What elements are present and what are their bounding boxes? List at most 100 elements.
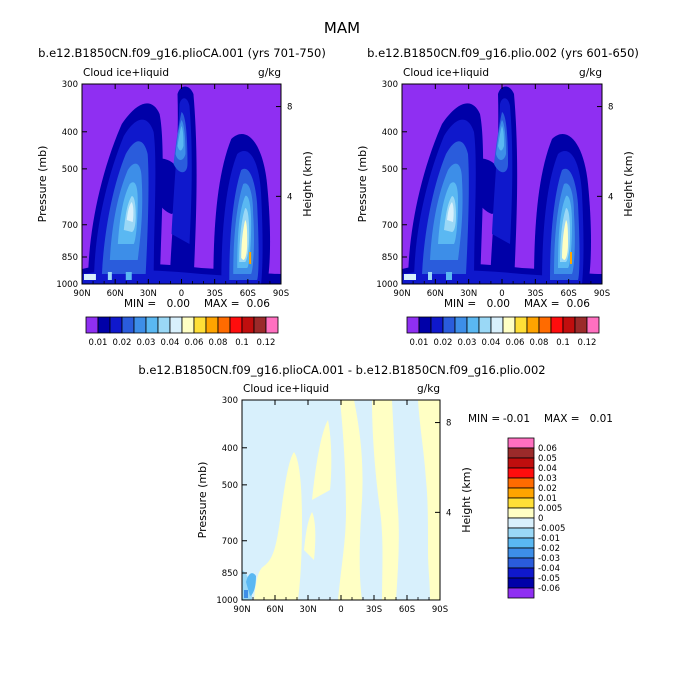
- panel-b-x-tick-label: 30S: [527, 289, 543, 299]
- panel-c-colorbar-label: 0.05: [538, 454, 557, 464]
- panel-a-colorbar-label: 0.01: [89, 338, 108, 348]
- panel-c-colorbar-swatch: [507, 527, 535, 539]
- panel-a-y2label: Height (km): [301, 151, 314, 217]
- panel-c-min-value: -0.01: [503, 413, 530, 425]
- panel-b-field: [402, 84, 602, 284]
- panel-a-colorbar-label: 0.1: [235, 338, 249, 348]
- panel-b-colorbar-swatch: [562, 316, 576, 334]
- panel-a-field: [82, 84, 281, 284]
- panel-b-max-value: 0.06: [567, 298, 591, 310]
- panel-c-colorbar-label: 0.01: [538, 494, 557, 504]
- panel-c-colorbar-label: -0.05: [538, 574, 560, 584]
- panel-b-x-tick-label: 90S: [594, 289, 610, 299]
- panel-c-x-tick-label: 60N: [266, 605, 283, 615]
- panel-c-colorbar-label: 0.06: [538, 444, 557, 454]
- panel-a-y2-tick-label: 4: [287, 192, 292, 202]
- panel-b-min-label: MIN =: [444, 298, 476, 310]
- panel-c-colorbar-swatch: [507, 457, 535, 469]
- panel-c-colorbar-swatch: [507, 577, 535, 589]
- panel-b-y2-tick-label: 4: [608, 192, 613, 202]
- panel-c-colorbar-swatch: [507, 547, 535, 559]
- panel-a-x-tick-label: 90N: [73, 289, 90, 299]
- panel-c-y2-tick-label: 4: [446, 508, 451, 518]
- panel-b-y-tick-label: 1000: [376, 280, 398, 290]
- panel-a-colorbar-swatch: [145, 316, 159, 334]
- panel-a-colorbar-swatch: [169, 316, 183, 334]
- panel-c-colorbar: 0.060.050.040.030.020.010.0050-0.005-0.0…: [507, 437, 565, 599]
- panel-b: b.e12.B1850CN.f09_g16.plio.002 (yrs 601-…: [356, 46, 639, 299]
- panel-a-colorbar-label: 0.08: [209, 338, 228, 348]
- panel-b-y2label: Height (km): [622, 151, 635, 217]
- panel-c-colorbar-swatch: [507, 587, 535, 599]
- panel-a-max-label: MAX =: [204, 298, 240, 310]
- panel-c-colorbar-swatch: [507, 437, 535, 449]
- panel-a-y-tick-label: 300: [62, 80, 78, 90]
- panel-b-x-tick-label: 30N: [460, 289, 477, 299]
- panel-a-colorbar: 0.01 0.02 0.03 0.04 0.06 0.08 0.1 0.12: [85, 316, 279, 348]
- panel-c-colorbar-label: -0.06: [538, 584, 560, 594]
- panel-a-colorbar-swatch: [193, 316, 207, 334]
- panel-a-min-label: MIN =: [124, 298, 156, 310]
- panel-a-x-tick-label: 60N: [107, 289, 124, 299]
- panel-a-x-tick-label: 30S: [207, 289, 223, 299]
- panel-c-x-tick-label: 0: [338, 605, 343, 615]
- panel-a-y-tick-label: 850: [62, 253, 78, 263]
- panel-c-x-tick-label: 30S: [366, 605, 382, 615]
- panel-b-x-tick-label: 90N: [393, 289, 410, 299]
- panel-b-colorbar-swatch: [454, 316, 468, 334]
- panel-c: b.e12.B1850CN.f09_g16.plioCA.001 - b.e12…: [138, 363, 613, 615]
- panel-a: b.e12.B1850CN.f09_g16.plioCA.001 (yrs 70…: [36, 46, 326, 299]
- panel-b-y-tick-label: 850: [382, 253, 398, 263]
- panel-b-ylabel: Pressure (mb): [356, 146, 369, 223]
- panel-a-colorbar-label: 0.02: [113, 338, 132, 348]
- panel-b-colorbar-swatch: [526, 316, 540, 334]
- panel-c-colorbar-label: -0.03: [538, 554, 560, 564]
- panel-b-x-tick-label: 0: [499, 289, 504, 299]
- panel-c-ylabel: Pressure (mb): [196, 462, 209, 539]
- panel-b-colorbar-swatch: [466, 316, 480, 334]
- panel-b-colorbar-swatch: [514, 316, 528, 334]
- panel-c-colorbar-label: 0.04: [538, 464, 557, 474]
- panel-c-colorbar-swatch: [507, 567, 535, 579]
- panel-b-colorbar-label: 0.08: [530, 338, 549, 348]
- panel-b-left-label: Cloud ice+liquid: [403, 67, 489, 79]
- panel-c-min-label: MIN =: [468, 413, 500, 425]
- panel-c-colorbar-swatch: [507, 507, 535, 519]
- panel-c-x-tick-label: 60S: [399, 605, 415, 615]
- panel-a-colorbar-label: 0.03: [137, 338, 156, 348]
- panel-b-y2-tick-label: 8: [608, 103, 613, 113]
- panel-b-colorbar-label: 0.02: [434, 338, 453, 348]
- panel-b-colorbar-label: 0.04: [482, 338, 501, 348]
- panel-b-colorbar-swatch: [418, 316, 432, 334]
- panel-c-colorbar-swatch: [507, 467, 535, 479]
- panel-a-ylabel: Pressure (mb): [36, 146, 49, 223]
- panel-a-colorbar-swatch: [157, 316, 171, 334]
- panel-c-colorbar-swatch: [507, 557, 535, 569]
- panel-c-colorbar-label: -0.005: [538, 524, 565, 534]
- panel-c-y-tick-label: 700: [222, 537, 238, 547]
- panel-c-title: b.e12.B1850CN.f09_g16.plioCA.001 - b.e12…: [138, 363, 545, 377]
- panel-b-colorbar-swatch: [490, 316, 504, 334]
- panel-b-colorbar-label: 0.01: [410, 338, 429, 348]
- panel-a-max-value: 0.06: [247, 298, 271, 310]
- panel-b-colorbar-swatch: [406, 316, 420, 334]
- panel-a-colorbar-swatch: [265, 316, 279, 334]
- panel-b-colorbar-swatch: [574, 316, 588, 334]
- panel-c-colorbar-label: 0.02: [538, 484, 557, 494]
- panel-a-colorbar-swatch: [229, 316, 243, 334]
- panel-c-field: [242, 400, 440, 600]
- panel-b-colorbar-label: 0.1: [556, 338, 570, 348]
- panel-a-min-value: 0.00: [167, 298, 190, 310]
- panel-c-colorbar-swatch: [507, 487, 535, 499]
- panel-c-x-tick-label: 90N: [233, 605, 250, 615]
- panel-c-y-tick-label: 850: [222, 569, 238, 579]
- panel-b-y-tick-label: 500: [382, 165, 398, 175]
- panel-c-colorbar-swatch: [507, 537, 535, 549]
- panel-c-colorbar-swatch: [507, 447, 535, 459]
- panel-c-colorbar-swatch: [507, 517, 535, 529]
- panel-a-title: b.e12.B1850CN.f09_g16.plioCA.001 (yrs 70…: [38, 46, 326, 60]
- panel-b-y-tick-label: 400: [382, 128, 398, 138]
- panel-b-colorbar-swatch: [430, 316, 444, 334]
- panel-a-left-label: Cloud ice+liquid: [83, 67, 169, 79]
- panel-b-x-tick-label: 60S: [561, 289, 577, 299]
